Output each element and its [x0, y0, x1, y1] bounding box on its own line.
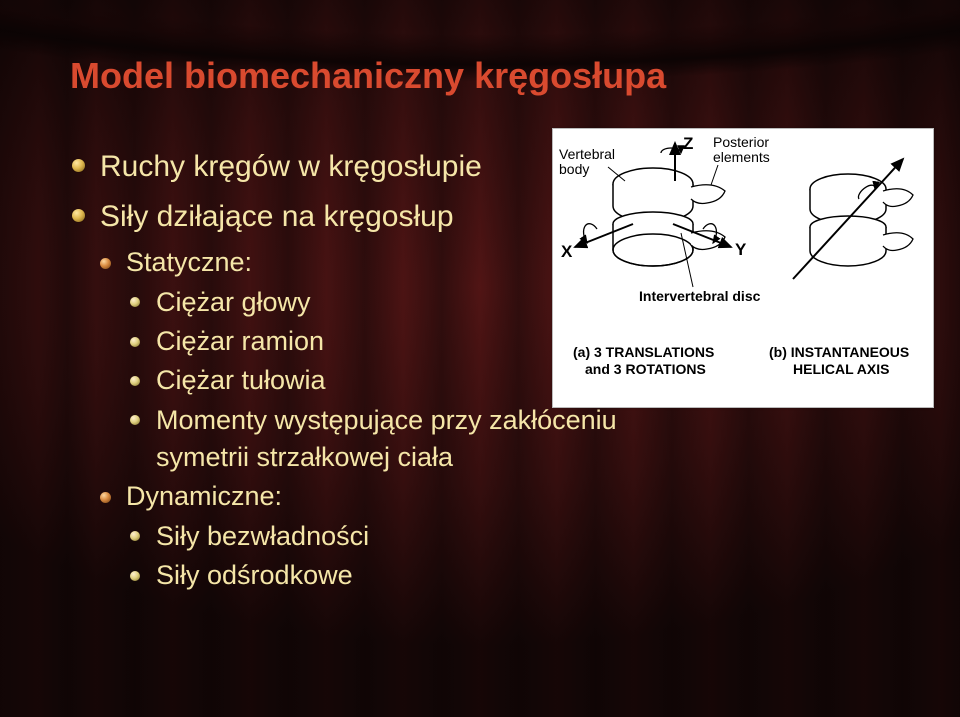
posterior-elements-label: Posterior elements	[713, 134, 773, 165]
diagram-panel-b	[793, 159, 913, 279]
vertebral-body-label: Vertebral body	[559, 146, 619, 177]
slide-title: Model biomechaniczny kręgosłupa	[70, 55, 920, 97]
bullet-subsublist: Siły bezwładności Siły odśrodkowe	[70, 518, 920, 595]
slide-stage: Model biomechaniczny kręgosłupa Ruchy kr…	[0, 0, 960, 717]
axis-y-label: Y	[735, 240, 747, 259]
vertebra-diagram: Z Y X Vertebral body Posterior elemen	[552, 128, 934, 408]
bullet-l3: Momenty występujące przy zakłóceniu syme…	[70, 402, 716, 477]
panel-a-caption: (a) 3 TRANSLATIONS and 3 ROTATIONS	[573, 344, 718, 377]
bullet-l3: Siły bezwładności	[70, 518, 920, 555]
disc-label: Intervertebral disc	[639, 288, 761, 304]
bullet-l2: Dynamiczne:	[70, 478, 920, 516]
axis-x-label: X	[561, 242, 573, 261]
bullet-l3: Siły odśrodkowe	[70, 557, 920, 594]
panel-b-caption: (b) INSTANTANEOUS HELICAL AXIS	[769, 344, 913, 377]
axis-z-label: Z	[683, 134, 693, 153]
